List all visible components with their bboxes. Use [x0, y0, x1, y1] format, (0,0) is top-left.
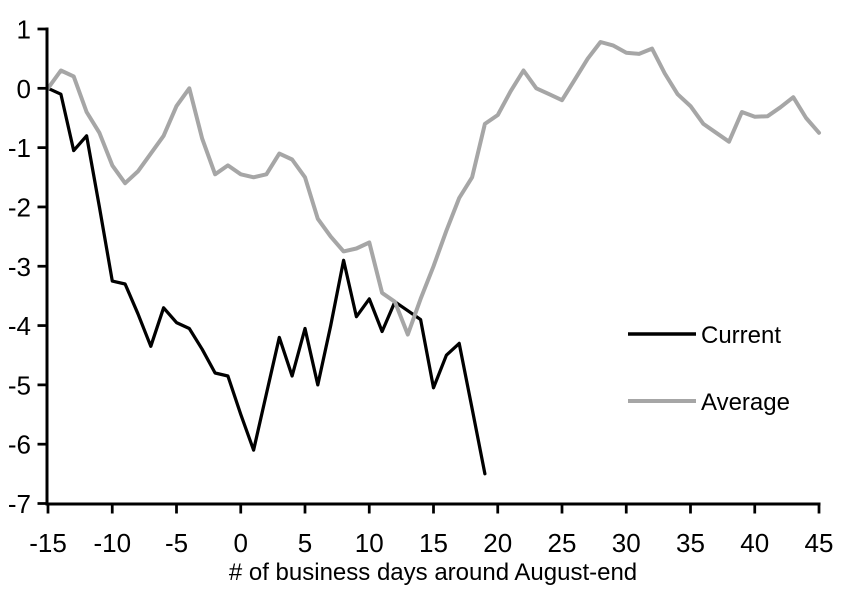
x-tick-label: 35: [676, 528, 705, 558]
x-tick-label: -15: [29, 528, 67, 558]
y-tick-label: 0: [17, 74, 31, 104]
x-tick-label: 0: [234, 528, 248, 558]
y-tick-label: -1: [8, 133, 31, 163]
x-tick-label: 20: [483, 528, 512, 558]
y-tick-label: -2: [8, 192, 31, 222]
legend-label-average: Average: [701, 389, 790, 416]
axis-tick-labels: 10-1-2-3-4-5-6-7-15 -10 -5 0 5 10 15 20 25 30 35 40…: [8, 15, 834, 559]
series-line-current: [46, 86, 487, 476]
x-tick-label: -10: [93, 528, 131, 558]
y-tick-label: -4: [8, 311, 31, 341]
data-series: [46, 40, 821, 476]
x-tick-label: 30: [612, 528, 641, 558]
y-tick-label: -5: [8, 370, 31, 400]
series-line-average: [46, 40, 821, 337]
x-tick-label: 40: [740, 528, 769, 558]
y-tick-label: 1: [17, 15, 31, 45]
legend: Current Average: [628, 322, 790, 416]
x-tick-label: -5: [165, 528, 188, 558]
x-tick-label: 25: [548, 528, 577, 558]
y-tick-label: -6: [8, 430, 31, 460]
axis-ticks: [37, 27, 821, 514]
x-tick-label: 45: [805, 528, 834, 558]
x-tick-label: 15: [419, 528, 448, 558]
legend-label-current: Current: [701, 322, 781, 349]
x-axis-title: # of business days around August-end: [229, 559, 637, 586]
y-tick-label: -7: [8, 489, 31, 519]
y-tick-label: -3: [8, 252, 31, 282]
x-tick-label: 5: [298, 528, 312, 558]
x-tick-label: 10: [355, 528, 384, 558]
